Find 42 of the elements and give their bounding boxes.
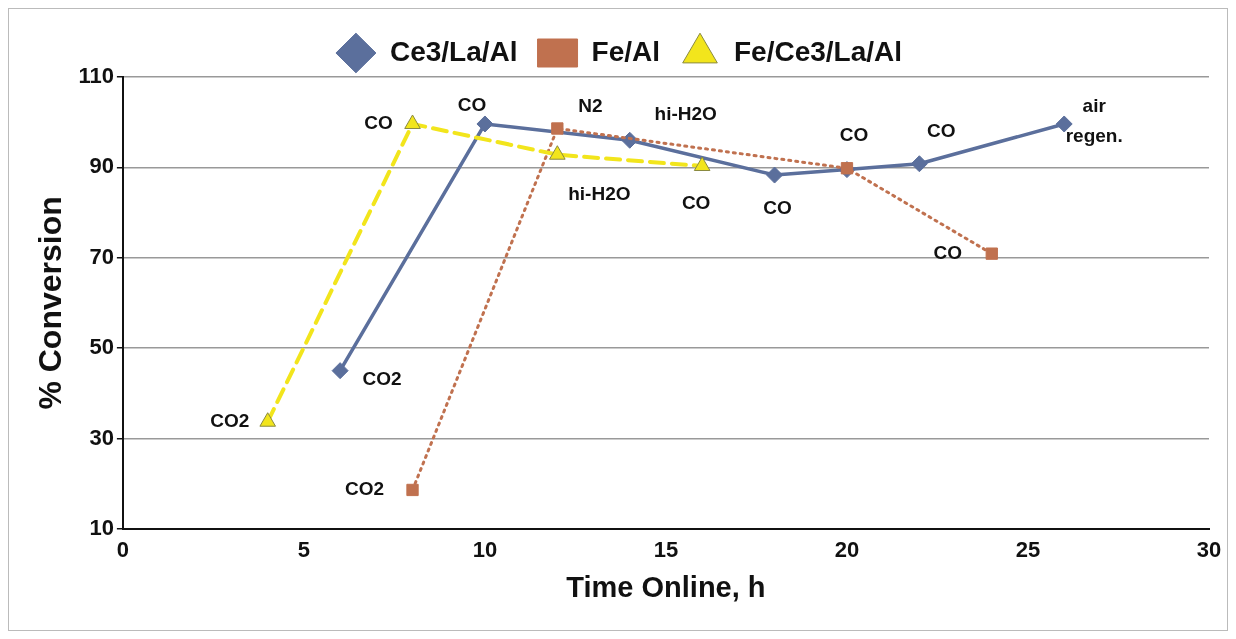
- annotation: hi-H2O: [568, 182, 631, 204]
- annotation: CO: [933, 241, 963, 263]
- annotation: CO: [364, 112, 393, 134]
- y-tick-label: 50: [89, 334, 114, 360]
- point: [693, 156, 711, 172]
- x-tick-label: 5: [297, 537, 311, 563]
- annotation: air regen.: [1065, 95, 1123, 147]
- annotation: CO: [927, 119, 956, 141]
- annotation: CO: [839, 124, 869, 146]
- legend-label: Fe/Ce3/La/Al: [734, 35, 903, 67]
- x-tick-label: 20: [834, 537, 860, 563]
- y-axis-title: % Conversion: [32, 196, 69, 410]
- point: [406, 483, 419, 497]
- annotation: CO2: [210, 409, 250, 431]
- x-tick-label: 15: [653, 537, 679, 563]
- y-tick-label: 110: [78, 63, 114, 89]
- point: [331, 362, 349, 380]
- x-tick-label: 30: [1196, 537, 1222, 563]
- x-tick-label: 25: [1015, 537, 1041, 563]
- annotation: CO2: [362, 367, 402, 389]
- y-tick-label: 90: [89, 153, 114, 179]
- point: [551, 122, 564, 135]
- point: [1055, 115, 1073, 133]
- annotation: CO: [763, 197, 792, 219]
- annotation: hi-H2O: [654, 103, 717, 125]
- x-axis-title: Time Online, h: [566, 570, 766, 603]
- point: [766, 166, 784, 184]
- point: [476, 115, 494, 133]
- y-tick-label: 30: [89, 424, 114, 450]
- legend-label: Fe/Al: [591, 35, 661, 67]
- x-tick-label: 10: [472, 537, 498, 563]
- point: [910, 155, 928, 173]
- annotation: CO2: [344, 478, 385, 500]
- y-tick-label: 70: [89, 243, 114, 269]
- y-tick-label: 10: [89, 514, 114, 540]
- legend-label: Ce3/La/Al: [389, 35, 518, 67]
- x-tick-label: 0: [116, 537, 130, 563]
- point: [985, 247, 998, 260]
- point: [840, 162, 854, 175]
- annotation: CO: [681, 192, 711, 214]
- annotation: N2: [578, 94, 603, 116]
- annotation: CO: [457, 94, 487, 116]
